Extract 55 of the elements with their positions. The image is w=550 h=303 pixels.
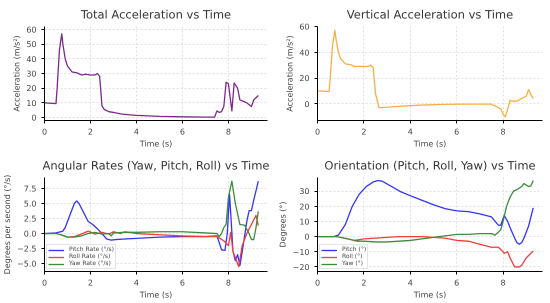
x-axis-title: Time (s) (138, 290, 172, 300)
y-tick-label: 40 (299, 48, 310, 58)
x-tick-label: 4 (134, 128, 140, 136)
y-tick-label: 10 (299, 217, 310, 226)
y-tick-label: 60 (299, 22, 310, 32)
y-tick-label: −20 (292, 262, 310, 272)
y-tick-label: 10 (26, 98, 37, 108)
x-tick-label: 8 (500, 128, 506, 136)
x-tick-label: 6 (180, 128, 185, 136)
y-tick-label: 30 (299, 187, 310, 196)
y-axis-title: Degrees per second (°/s) (3, 174, 12, 274)
y-tick-label: 20 (26, 84, 37, 94)
chart-title: Vertical Acceleration vs Time (346, 8, 514, 22)
y-tick-label: 7.5 (24, 184, 37, 194)
x-tick-label: 2 (88, 128, 94, 136)
chart-title: Angular Rates (Yaw, Pitch, Roll) vs Time (42, 158, 270, 172)
x-axis-title: Time (s) (138, 140, 172, 148)
x-tick-label: 4 (408, 278, 413, 288)
x-tick-label: 2 (361, 278, 366, 288)
x-tick-label: 8 (226, 278, 231, 288)
x-tick-label: 4 (408, 128, 413, 136)
x-tick-label: 8 (500, 278, 506, 288)
y-axis-title: Degrees (°) (278, 201, 288, 248)
y-tick-label: 50 (26, 40, 37, 50)
x-tick-label: 6 (454, 278, 460, 288)
y-tick-label: 0 (31, 114, 37, 123)
y-tick-label: −5.0 (17, 260, 37, 269)
y-tick-label: −2.5 (17, 244, 37, 254)
x-tick-label: 0 (314, 128, 320, 136)
chart-title: Total Acceleration vs Time (80, 8, 232, 22)
y-axis-title: Acceleration (m/s²) (12, 35, 22, 112)
y-tick-label: 30 (26, 70, 37, 78)
x-tick-label: 6 (454, 128, 460, 136)
chart-title: Orientation (Pitch, Roll, Yaw) vs Time (324, 158, 536, 172)
x-tick-label: 2 (361, 128, 366, 136)
y-tick-label: 60 (26, 25, 37, 34)
y-tick-label: 20 (299, 202, 310, 212)
x-axis-title: Time (s) (412, 290, 446, 300)
y-tick-label: 5.0 (24, 199, 37, 208)
y-tick-label: 0 (304, 232, 310, 242)
y-tick-label: 2.5 (24, 214, 37, 224)
y-tick-label: −10 (292, 248, 310, 257)
x-tick-label: 0 (314, 278, 320, 288)
x-tick-label: 4 (134, 278, 140, 288)
y-axis-title: Acceleration (m/s²) (285, 35, 294, 112)
x-tick-label: 0 (42, 278, 48, 288)
x-tick-label: 2 (88, 278, 94, 288)
x-axis-title: Time (s) (412, 140, 446, 148)
y-tick-label: 40 (26, 54, 37, 64)
x-tick-label: 0 (42, 128, 48, 136)
y-tick-label: 0.0 (24, 230, 37, 239)
x-tick-label: 6 (180, 278, 185, 288)
x-tick-label: 8 (226, 128, 231, 136)
y-tick-label: 0 (304, 100, 310, 109)
y-tick-label: 20 (299, 74, 310, 84)
